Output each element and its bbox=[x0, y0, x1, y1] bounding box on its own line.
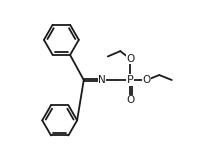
Text: O: O bbox=[126, 95, 134, 105]
Text: O: O bbox=[126, 54, 134, 64]
Text: P: P bbox=[127, 75, 134, 85]
Text: O: O bbox=[143, 75, 151, 85]
Text: N: N bbox=[98, 75, 106, 85]
